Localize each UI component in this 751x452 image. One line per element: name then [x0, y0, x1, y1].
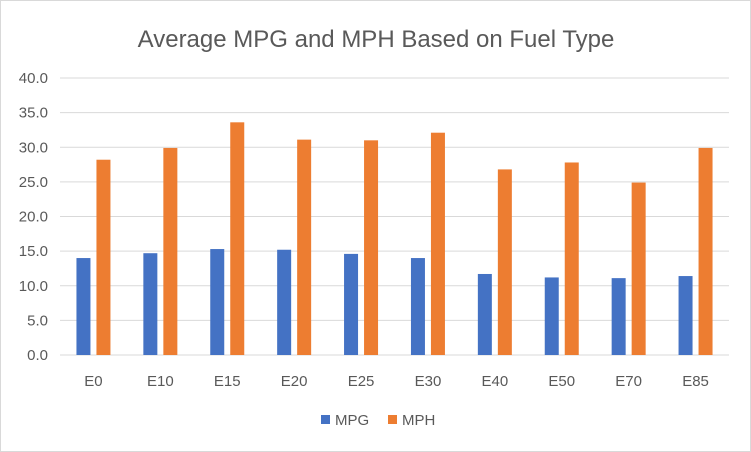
- bar-mpg-e20: [277, 249, 292, 355]
- y-tick-label: 30.0: [19, 139, 48, 156]
- x-axis-ticks: E0 E10 E15 E20 E25 E30 E40 E50 E70 E85: [84, 373, 709, 390]
- bar-mpg-e30: [410, 258, 425, 355]
- x-tick-label: E25: [348, 373, 375, 390]
- bar-mph-e70: [631, 182, 646, 355]
- x-tick-label: E85: [682, 373, 709, 390]
- y-axis-ticks: 0.0 5.0 10.0 15.0 20.0 25.0 30.0 35.0 40.0: [19, 70, 48, 364]
- y-tick-label: 0.0: [27, 347, 48, 364]
- x-tick-label: E70: [615, 373, 642, 390]
- bar-mpg-e0: [76, 258, 91, 355]
- bar-mph-e10: [163, 147, 178, 355]
- y-tick-label: 5.0: [27, 312, 48, 329]
- x-tick-label: E30: [415, 373, 442, 390]
- y-tick-label: 10.0: [19, 278, 48, 295]
- bar-mph-e85: [698, 147, 713, 355]
- bar-mph-e30: [430, 132, 445, 355]
- bar-mpg-e85: [678, 276, 693, 355]
- bar-mph-e15: [230, 122, 245, 355]
- y-tick-label: 15.0: [19, 243, 48, 260]
- bar-mpg-e25: [344, 253, 359, 355]
- bars: [76, 122, 713, 355]
- bar-mph-e20: [297, 139, 312, 355]
- legend-swatch-mpg: [321, 415, 330, 424]
- bar-mph-e25: [364, 140, 379, 355]
- y-tick-label: 20.0: [19, 209, 48, 226]
- bar-mpg-e40: [477, 273, 492, 355]
- bar-mph-e0: [96, 159, 111, 355]
- bar-mpg-e50: [544, 277, 559, 355]
- legend-swatch-mph: [388, 415, 397, 424]
- chart-title: Average MPG and MPH Based on Fuel Type: [138, 26, 615, 53]
- legend-label-mph: MPH: [402, 412, 435, 429]
- bar-mpg-e15: [210, 249, 225, 355]
- y-tick-label: 40.0: [19, 70, 48, 87]
- x-tick-label: E50: [548, 373, 575, 390]
- legend-label-mpg: MPG: [335, 412, 369, 429]
- bar-mpg-e70: [611, 278, 626, 355]
- bar-mpg-e10: [143, 253, 158, 355]
- y-tick-label: 35.0: [19, 105, 48, 122]
- y-tick-label: 25.0: [19, 174, 48, 191]
- x-tick-label: E0: [84, 373, 102, 390]
- gridlines: [60, 77, 729, 356]
- bar-mph-e40: [497, 169, 512, 355]
- x-tick-label: E20: [281, 373, 308, 390]
- x-tick-label: E15: [214, 373, 241, 390]
- x-tick-label: E10: [147, 373, 174, 390]
- x-tick-label: E40: [481, 373, 508, 390]
- bar-mph-e50: [564, 162, 579, 355]
- legend: MPG MPH: [321, 412, 435, 429]
